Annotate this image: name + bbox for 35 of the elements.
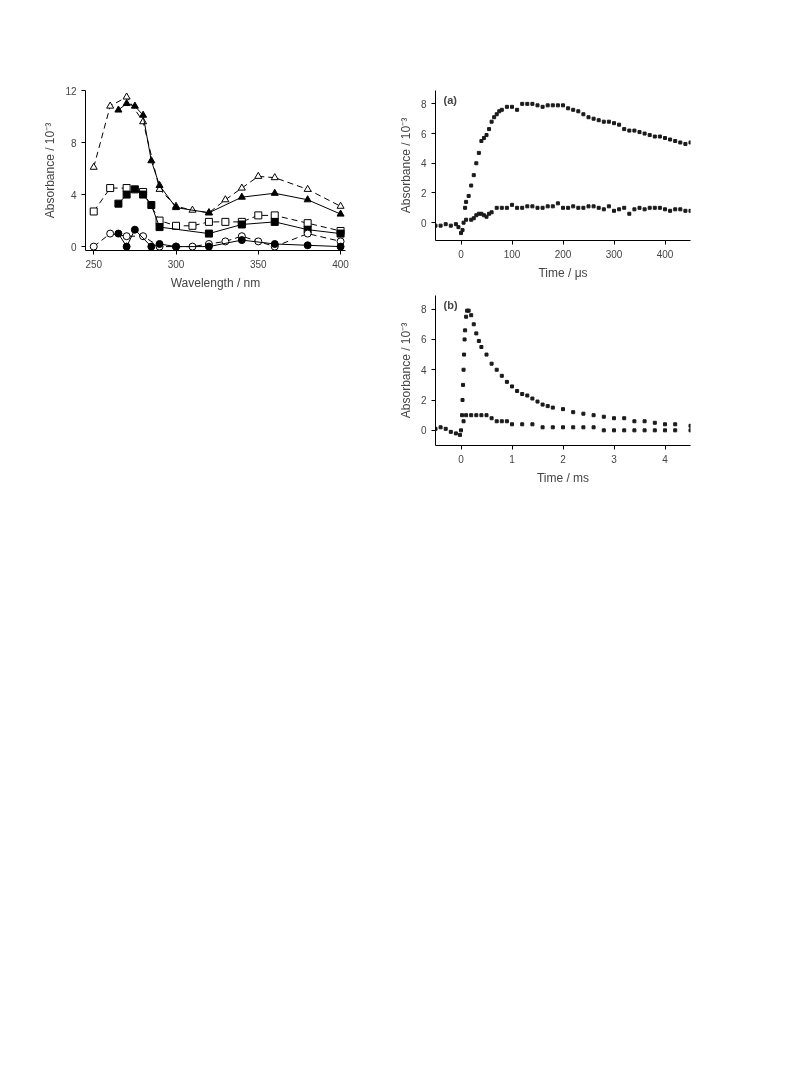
x-tick-label: 300 — [167, 258, 185, 270]
y-tick-label: 6 — [420, 334, 427, 346]
x-axis-title: Wavelength / nm — [170, 275, 261, 290]
annotation: (b) — [443, 298, 458, 311]
x-tick-label: 200 — [554, 248, 572, 260]
x-axis-title: Time / ms — [536, 470, 590, 485]
y-tick-label: 0 — [420, 217, 427, 229]
y-tick-label: 8 — [420, 98, 427, 110]
x-tick-label: 350 — [249, 258, 268, 270]
y-tick-label: 8 — [70, 137, 77, 149]
x-tick-label: 1 — [509, 453, 516, 465]
x-tick-label: 0 — [458, 453, 465, 465]
annotation: (a) — [443, 93, 458, 106]
y-tick-label: 4 — [420, 364, 427, 376]
x-tick-label: 2 — [560, 453, 567, 465]
x-tick-label: 0 — [458, 248, 465, 260]
y-tick-label: 8 — [420, 304, 427, 316]
x-tick-label: 100 — [503, 248, 521, 260]
y-tick-label: 12 — [65, 85, 77, 97]
x-tick-label: 400 — [656, 248, 674, 260]
x-tick-label: 400 — [332, 258, 350, 270]
x-tick-label: 4 — [662, 453, 669, 465]
y-tick-label: 4 — [420, 158, 427, 170]
y-axis-title: Absorbance / 10⁻³ — [43, 122, 58, 219]
y-tick-label: 0 — [420, 425, 427, 437]
y-tick-label: 2 — [420, 395, 427, 407]
y-tick-label: 6 — [420, 128, 427, 140]
x-tick-label: 250 — [85, 258, 103, 270]
x-tick-label: 300 — [605, 248, 623, 260]
x-axis-title: Time / μs — [538, 265, 588, 280]
y-axis-title: Absorbance / 10⁻³ — [398, 322, 413, 419]
y-axis-title: Absorbance / 10⁻³ — [398, 117, 413, 214]
x-tick-label: 3 — [611, 453, 618, 465]
y-tick-label: 4 — [70, 189, 77, 201]
y-tick-label: 2 — [420, 187, 427, 199]
